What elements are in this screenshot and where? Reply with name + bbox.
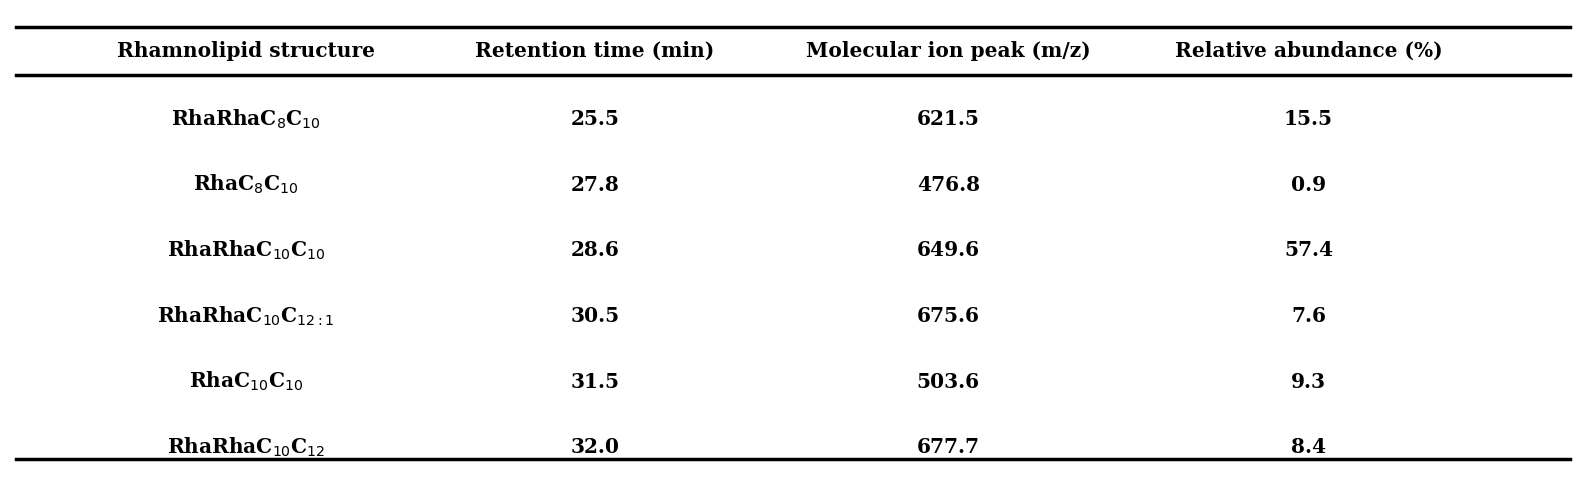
Text: 28.6: 28.6 <box>571 240 619 260</box>
Text: RhaRhaC$_{10}$C$_{10}$: RhaRhaC$_{10}$C$_{10}$ <box>167 239 325 262</box>
Text: 677.7: 677.7 <box>917 437 980 457</box>
Text: RhaC$_{10}$C$_{10}$: RhaC$_{10}$C$_{10}$ <box>189 370 303 393</box>
Text: 15.5: 15.5 <box>1285 109 1332 129</box>
Text: RhaRhaC$_{10}$C$_{12}$: RhaRhaC$_{10}$C$_{12}$ <box>167 435 325 459</box>
Text: 675.6: 675.6 <box>917 306 980 326</box>
Text: 7.6: 7.6 <box>1291 306 1326 326</box>
Text: Rhamnolipid structure: Rhamnolipid structure <box>117 41 374 61</box>
Text: Retention time (min): Retention time (min) <box>476 41 714 61</box>
Text: Relative abundance (%): Relative abundance (%) <box>1175 41 1442 61</box>
Text: 649.6: 649.6 <box>917 240 980 260</box>
Text: RhaRhaC$_{10}$C$_{12:1}$: RhaRhaC$_{10}$C$_{12:1}$ <box>157 304 335 328</box>
Text: 503.6: 503.6 <box>917 371 980 392</box>
Text: 27.8: 27.8 <box>571 174 619 195</box>
Text: RhaRhaC$_8$C$_{10}$: RhaRhaC$_8$C$_{10}$ <box>171 107 320 131</box>
Text: RhaC$_8$C$_{10}$: RhaC$_8$C$_{10}$ <box>193 173 298 196</box>
Text: 8.4: 8.4 <box>1291 437 1326 457</box>
Text: 32.0: 32.0 <box>571 437 619 457</box>
Text: 30.5: 30.5 <box>571 306 619 326</box>
Text: 476.8: 476.8 <box>917 174 980 195</box>
Text: 9.3: 9.3 <box>1291 371 1326 392</box>
Text: 621.5: 621.5 <box>917 109 980 129</box>
Text: 57.4: 57.4 <box>1285 240 1332 260</box>
Text: 31.5: 31.5 <box>571 371 619 392</box>
Text: 0.9: 0.9 <box>1291 174 1326 195</box>
Text: Molecular ion peak (m/z): Molecular ion peak (m/z) <box>806 41 1091 61</box>
Text: 25.5: 25.5 <box>571 109 619 129</box>
